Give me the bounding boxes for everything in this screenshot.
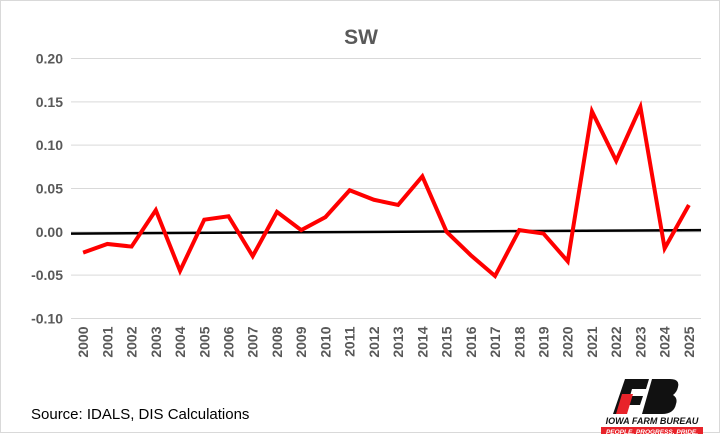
svg-text:PEOPLE. PROGRESS. PRIDE.: PEOPLE. PROGRESS. PRIDE. xyxy=(606,429,698,434)
x-tick-label: 2005 xyxy=(196,326,212,357)
y-tick-label: 0.10 xyxy=(36,137,63,153)
sw-series-line xyxy=(83,107,689,276)
y-tick-label: 0.20 xyxy=(36,51,63,67)
x-tick-label: 2020 xyxy=(560,326,576,357)
y-tick-label: -0.10 xyxy=(31,311,63,327)
x-tick-label: 2015 xyxy=(439,326,455,357)
svg-text:IOWA FARM BUREAU: IOWA FARM BUREAU xyxy=(606,416,699,426)
x-tick-label: 2014 xyxy=(414,326,430,357)
x-tick-label: 2001 xyxy=(99,326,115,357)
x-tick-label: 2008 xyxy=(269,326,285,357)
iowa-farm-bureau-logo: IOWA FARM BUREAU PEOPLE. PROGRESS. PRIDE… xyxy=(601,379,703,434)
x-tick-label: 2016 xyxy=(463,326,479,357)
x-tick-label: 2010 xyxy=(317,326,333,357)
x-tick-label: 2022 xyxy=(608,326,624,357)
x-tick-label: 2004 xyxy=(172,326,188,357)
y-tick-label: 0.05 xyxy=(36,181,63,197)
x-tick-label: 2018 xyxy=(511,326,527,357)
x-tick-label: 2006 xyxy=(221,326,237,357)
x-tick-label: 2009 xyxy=(293,326,309,357)
y-tick-label: 0.00 xyxy=(36,224,63,240)
x-tick-label: 2024 xyxy=(657,326,673,357)
x-tick-label: 2013 xyxy=(390,326,406,357)
x-tick-label: 2017 xyxy=(487,326,503,357)
x-tick-label: 2003 xyxy=(148,326,164,357)
x-tick-label: 2007 xyxy=(245,326,261,357)
x-tick-label: 2019 xyxy=(536,326,552,357)
y-tick-label: -0.05 xyxy=(31,267,63,283)
x-tick-label: 2021 xyxy=(584,326,600,357)
x-tick-label: 2002 xyxy=(124,326,140,357)
x-tick-label: 2023 xyxy=(632,326,648,357)
y-tick-label: 0.15 xyxy=(36,94,63,110)
x-tick-label: 2025 xyxy=(681,326,697,357)
source-note: Source: IDALS, DIS Calculations xyxy=(31,406,249,423)
chart-title: SW xyxy=(344,26,378,49)
x-tick-label: 2011 xyxy=(342,326,358,357)
x-tick-label: 2000 xyxy=(75,326,91,357)
x-tick-label: 2012 xyxy=(366,326,382,357)
